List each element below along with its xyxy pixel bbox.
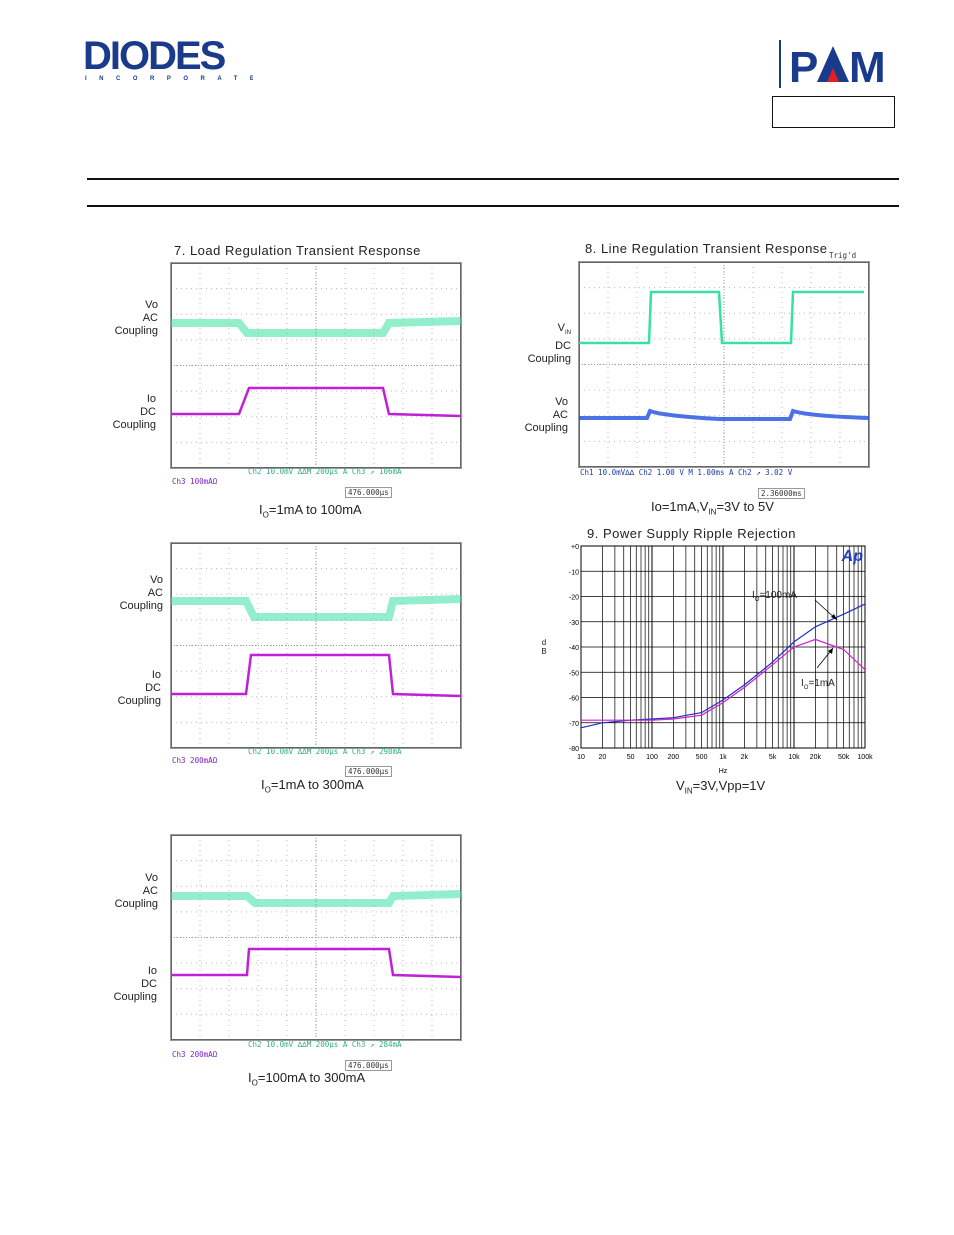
fig7-scope-screen bbox=[170, 262, 462, 469]
figmid-vo-label: Vo AC Coupling bbox=[119, 574, 163, 612]
figbot-trigger-position: 476.000µs bbox=[345, 1060, 392, 1071]
figmid-caption: IO=1mA to 300mA bbox=[261, 777, 364, 795]
fig9-x-tick: 2k bbox=[741, 754, 749, 761]
figbot-scope-screen bbox=[170, 834, 462, 1041]
figmid-io-label: Io DC Coupling bbox=[117, 669, 161, 707]
fig9-x-tick: 10 bbox=[577, 754, 585, 761]
figmid-io-trace bbox=[171, 653, 461, 698]
fig7-trigger-position: 476.000µs bbox=[345, 487, 392, 498]
fig9-x-tick: 20 bbox=[598, 754, 606, 761]
figmid-scope-svg bbox=[171, 543, 461, 748]
figmid-grid bbox=[171, 543, 461, 748]
fig9-xlabel: Hz bbox=[719, 768, 728, 775]
figbot-vo-trace bbox=[171, 890, 461, 907]
fig9-y-tick: -70 bbox=[569, 721, 579, 728]
fig9-ap-logo: Ap bbox=[841, 548, 864, 565]
fig9-x-tick: 1k bbox=[719, 754, 727, 761]
fig9-y-tick: -20 bbox=[569, 595, 579, 602]
figbot-io-label: Io DC Coupling bbox=[113, 965, 157, 1003]
fig9-y-tick: -40 bbox=[569, 645, 579, 652]
fig7-grid bbox=[171, 263, 461, 468]
fig9-y-tick: -10 bbox=[569, 569, 579, 576]
fig7-scope-svg bbox=[171, 263, 461, 468]
fig9-x-tick: 100k bbox=[857, 754, 873, 761]
header-rule-bottom bbox=[87, 205, 899, 207]
fig8-scope-screen bbox=[578, 261, 870, 468]
fig9-x-tick: 20k bbox=[810, 754, 822, 761]
fig8-title: 8. Line Regulation Transient Response bbox=[585, 241, 828, 256]
svg-text:DIODES: DIODES bbox=[83, 38, 226, 78]
figmid-status-left: Ch3 200mAΩ bbox=[172, 756, 218, 765]
figbot-vo-label: Vo AC Coupling bbox=[114, 872, 158, 910]
fig8-status: Ch1 10.0mV∆∆ Ch2 1.00 V M 1.00ms A Ch2 ↗… bbox=[580, 468, 793, 477]
fig9-y-tick: -50 bbox=[569, 670, 579, 677]
fig9-y-tick: -60 bbox=[569, 696, 579, 703]
fig7-vo-label: Vo AC Coupling bbox=[114, 299, 158, 337]
figmid-vo-trace bbox=[171, 595, 461, 621]
fig7-io-trace bbox=[171, 386, 461, 418]
fig9-chart: 10 20 50 100 200 500 1k 2k 5k 10k 20k 50k 100k +0 -10 -… bbox=[555, 540, 875, 775]
fig8-vo-trace bbox=[579, 408, 869, 421]
fig7-status-right: Ch2 10.0mV ∆∆M 200µs A Ch3 ↗ 106mA bbox=[248, 467, 402, 476]
fig7-vo-trace bbox=[171, 317, 461, 337]
header-rule-top bbox=[87, 178, 899, 180]
fig9-title: 9. Power Supply Ripple Rejection bbox=[587, 526, 796, 541]
fig9-x-tick: 5k bbox=[769, 754, 777, 761]
fig8-scope-svg bbox=[579, 262, 869, 467]
figbot-io-trace bbox=[171, 947, 461, 979]
fig7-title: 7. Load Regulation Transient Response bbox=[174, 243, 421, 258]
figbot-caption: IO=100mA to 300mA bbox=[248, 1070, 366, 1088]
fig9-x-tick: 50 bbox=[627, 754, 635, 761]
fig9-label-1ma: IO=1mA bbox=[801, 678, 835, 691]
pam-logo: P M bbox=[779, 40, 895, 92]
fig9-x-tick: 500 bbox=[696, 754, 708, 761]
fig9-caption: VIN=3V,Vpp=1V bbox=[676, 778, 766, 796]
fig9-y-tick: +0 bbox=[571, 544, 579, 551]
fig9-y-tick: -30 bbox=[569, 620, 579, 627]
fig9-series-1ma bbox=[581, 638, 866, 721]
fig8-vo-label: Vo AC Coupling bbox=[524, 396, 568, 434]
diodes-logo: DIODES INCORPORATED bbox=[83, 34, 271, 82]
fig9-x-tick: 100 bbox=[646, 754, 658, 761]
fig8-caption: Io=1mA,VIN=3V to 5V bbox=[651, 499, 774, 517]
fig9-ylabel: d B bbox=[541, 638, 547, 656]
fig8-vin-label: VIN DC Coupling bbox=[527, 322, 571, 366]
fig8-grid bbox=[579, 262, 869, 467]
figbot-status-left: Ch3 200mAΩ bbox=[172, 1050, 218, 1059]
figbot-scope-svg bbox=[171, 835, 461, 1040]
fig7-caption: IO=1mA to 100mA bbox=[259, 502, 362, 520]
fig7-io-label: Io DC Coupling bbox=[112, 393, 156, 431]
fig9-chart-svg: 10 20 50 100 200 500 1k 2k 5k 10k 20k 50k 100k +0 -10 -… bbox=[569, 544, 873, 775]
figbot-status-right: Ch2 10.0mV ∆∆M 200µs A Ch3 ↗ 284mA bbox=[248, 1040, 402, 1049]
fig9-y-tick: -80 bbox=[569, 746, 579, 753]
fig9-label-100ma: IO=100mA bbox=[752, 590, 797, 603]
figmid-status-right: Ch2 10.0mV ∆∆M 200µs A Ch3 ↗ 298mA bbox=[248, 747, 402, 756]
svg-text:INCORPORATED: INCORPORATED bbox=[85, 76, 253, 82]
fig9-x-tick: 200 bbox=[668, 754, 680, 761]
fig7-status-left: Ch3 100mAΩ bbox=[172, 477, 218, 486]
figmid-scope-screen bbox=[170, 542, 462, 749]
part-number-box bbox=[772, 96, 895, 128]
svg-text:P: P bbox=[789, 43, 817, 88]
fig9-x-tick: 50k bbox=[838, 754, 850, 761]
fig8-vin-trace bbox=[579, 290, 864, 345]
fig9-x-tick: 10k bbox=[788, 754, 800, 761]
fig8-trigger-position: 2.36000ms bbox=[758, 488, 805, 499]
fig8-trig-status: Trig'd bbox=[829, 251, 857, 260]
figmid-trigger-position: 476.000µs bbox=[345, 766, 392, 777]
svg-text:M: M bbox=[849, 43, 884, 88]
figbot-grid bbox=[171, 835, 461, 1040]
